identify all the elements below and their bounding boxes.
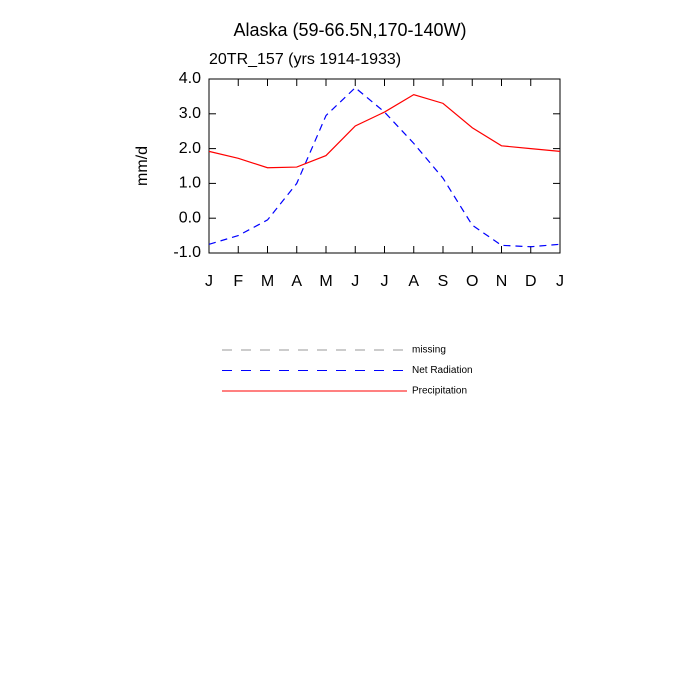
y-tick-label: 0.0: [179, 209, 201, 226]
x-tick-label: O: [466, 273, 478, 290]
series-line: [208, 94, 561, 169]
chart-subtitle: 20TR_157 (yrs 1914-1933): [209, 51, 401, 68]
legend-label: missing: [412, 345, 446, 356]
x-tick-label: F: [233, 273, 243, 290]
x-tick-label: A: [408, 273, 419, 290]
series-line: [208, 86, 561, 248]
x-tick-label: M: [261, 273, 274, 290]
x-tick-label: J: [381, 273, 389, 290]
x-tick-label: A: [291, 273, 302, 290]
x-tick-label: J: [351, 273, 359, 290]
y-tick-label: 1.0: [179, 175, 201, 192]
x-tick-label: D: [525, 273, 537, 290]
y-tick-label: 4.0: [179, 70, 201, 87]
x-tick-label: N: [496, 273, 508, 290]
x-tick-label: S: [438, 273, 449, 290]
y-axis-label: mm/d: [134, 146, 151, 186]
legend-label: Precipitation: [412, 386, 467, 397]
y-tick-label: 2.0: [179, 140, 201, 157]
y-tick-label: 3.0: [179, 105, 201, 122]
x-tick-label: J: [556, 273, 564, 290]
legend-label: Net Radiation: [412, 365, 473, 376]
x-tick-label: J: [205, 273, 213, 290]
y-tick-label: -1.0: [173, 244, 201, 261]
x-tick-label: M: [319, 273, 332, 290]
chart-title: Alaska (59-66.5N,170-140W): [233, 20, 466, 40]
